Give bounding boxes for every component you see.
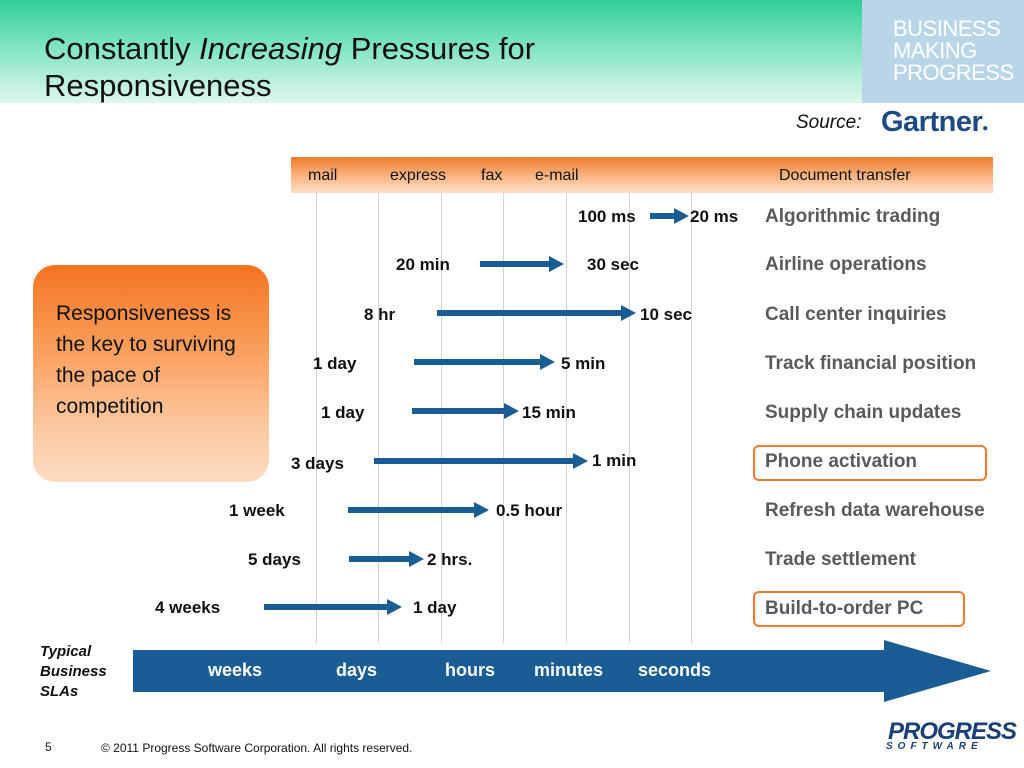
row-from-label: 3 days [291, 454, 344, 473]
scale-days: days [336, 660, 378, 680]
row-to-label: 10 sec [640, 305, 692, 324]
gartner-logo: Gartner● [881, 106, 988, 138]
process-label: Refresh data warehouse [765, 500, 985, 521]
highlight-box [753, 591, 965, 627]
sla-label-line: SLAs [40, 683, 79, 700]
row-from-label: 4 weeks [155, 598, 221, 617]
improvement-arrow [348, 502, 489, 518]
channel-bar [291, 157, 993, 193]
improvement-arrow [480, 256, 564, 272]
gridline [629, 193, 630, 643]
gridline [378, 193, 379, 643]
progress-logo: PROGRESS [888, 718, 1017, 745]
channel-mail: mail [308, 167, 338, 184]
gartner-logo-text: Gartner [881, 106, 983, 138]
brand-line-1: BUSINESS [893, 16, 1001, 41]
header-band [0, 0, 862, 103]
row-to-label: 0.5 hour [496, 501, 563, 520]
channel-fax: fax [481, 167, 503, 184]
callout-text: Responsiveness is the key to surviving t… [56, 302, 236, 418]
improvement-arrow [264, 599, 402, 615]
row-to-label: 15 min [522, 403, 576, 422]
sla-label: Typical Business SLAs [40, 642, 107, 702]
process-label: Trade settlement [765, 549, 916, 570]
channel-express: express [390, 167, 447, 184]
gridline [316, 193, 317, 643]
process-label: Call center inquiries [765, 304, 947, 325]
row-from-label: 1 day [321, 403, 365, 422]
page-title: Constantly Increasing Pressures for Resp… [44, 30, 535, 104]
brand-logo-box [862, 0, 1024, 103]
channel-document-transfer: Document transfer [779, 167, 911, 184]
row-to-label: 2 hrs. [427, 550, 473, 569]
software-logo: SOFTWARE [886, 741, 983, 752]
row-to-label: 30 sec [587, 255, 639, 274]
row-from-label: 1 week [229, 501, 285, 520]
process-label: Phone activation [765, 451, 918, 472]
title-part-2: Pressures for [342, 31, 536, 66]
row-to-label: 1 day [413, 598, 457, 617]
copyright: © 2011 Progress Software Corporation. Al… [101, 741, 413, 755]
channel-email: e-mail [535, 167, 579, 184]
row-to-label: 5 min [561, 354, 606, 373]
title-line-2: Responsiveness [44, 68, 272, 103]
improvement-arrow [349, 551, 424, 567]
row-from-label: 5 days [248, 550, 301, 569]
row-to-label: 20 ms [690, 207, 739, 226]
improvement-arrow [414, 354, 555, 370]
brand-line-2: MAKING [893, 38, 977, 63]
scale-minutes: minutes [534, 660, 604, 680]
improvement-arrow [374, 453, 588, 469]
scale-seconds: seconds [638, 660, 712, 680]
gridline [503, 193, 504, 643]
callout-box [33, 265, 269, 482]
title-part-1: Constantly [44, 31, 200, 66]
improvement-arrow [412, 403, 519, 419]
row-from-label: 1 day [313, 354, 357, 373]
gridline [691, 193, 692, 643]
process-label: Supply chain updates [765, 402, 962, 423]
row-from-label: 8 hr [364, 305, 396, 324]
improvement-arrow [437, 305, 636, 321]
gridline [441, 193, 442, 643]
row-from-label: 100 ms [578, 207, 636, 226]
process-label: Airline operations [765, 254, 927, 275]
highlight-box [753, 445, 987, 481]
brand-line-3: PROGRESS [893, 60, 1014, 85]
row-to-label: 1 min [592, 451, 637, 470]
improvement-arrow [650, 208, 689, 224]
source-label: Source: [796, 112, 862, 133]
page-number: 5 [45, 740, 52, 754]
scale-weeks: weeks [208, 660, 263, 680]
scale-hours: hours [445, 660, 496, 680]
title-italic: Increasing [199, 31, 343, 66]
process-label: Algorithmic trading [765, 206, 941, 227]
process-label: Build-to-order PC [765, 598, 924, 619]
sla-label-line: Typical [40, 643, 92, 660]
sla-label-line: Business [40, 663, 107, 680]
process-label: Track financial position [765, 353, 977, 374]
row-from-label: 20 min [396, 255, 450, 274]
gridline [566, 193, 567, 643]
